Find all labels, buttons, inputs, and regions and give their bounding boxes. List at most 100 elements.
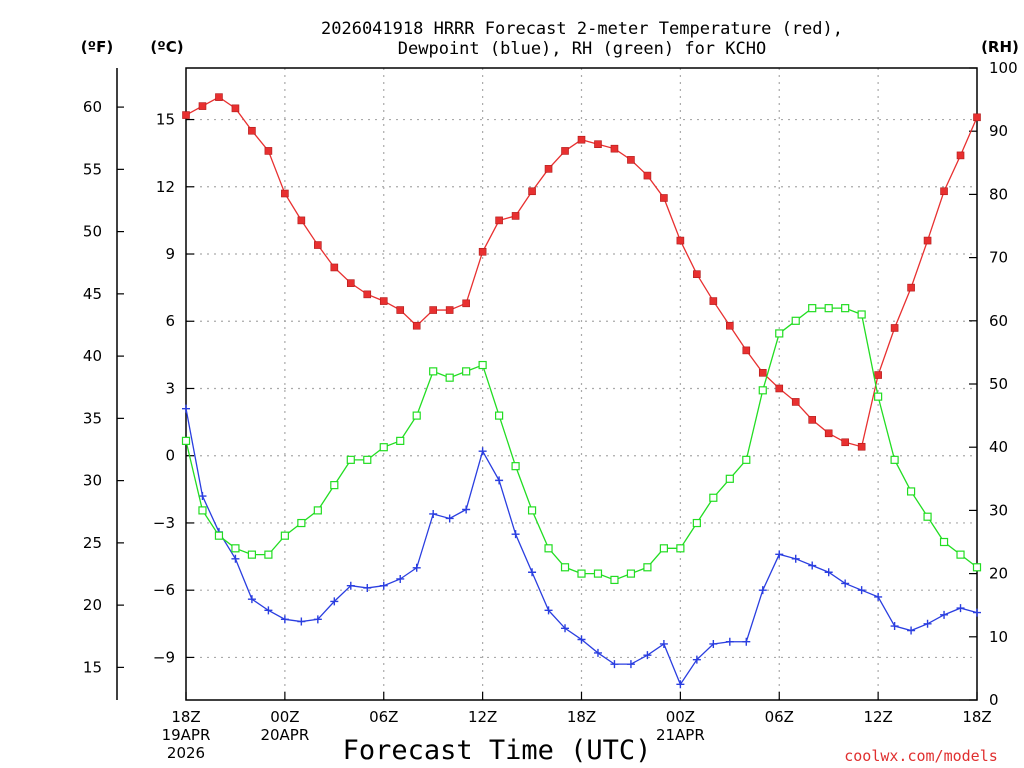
x-tick-label: 18Z — [567, 708, 596, 726]
2-meter-temperature-point — [973, 113, 981, 122]
dewpoint-point — [280, 615, 289, 624]
2-meter-temperature-point — [956, 151, 965, 160]
rh-point — [478, 360, 487, 370]
2-meter-temperature-point — [660, 194, 668, 202]
2-meter-temperature-point — [445, 306, 454, 314]
fahrenheit-tick-label: 25 — [83, 534, 102, 552]
celsius-tick-label: 3 — [165, 379, 175, 397]
rh-point — [692, 518, 701, 528]
2-meter-temperature-point — [890, 324, 899, 332]
2-meter-temperature-point — [841, 438, 849, 447]
rh-point — [495, 411, 504, 420]
dewpoint-point — [692, 655, 701, 664]
rh-point — [906, 487, 916, 496]
dewpoint-point — [577, 635, 586, 644]
fahrenheit-tick-label: 45 — [83, 285, 102, 303]
2-meter-temperature-point — [231, 104, 240, 113]
x-tick-label: 18Z — [171, 708, 200, 726]
rh-point — [363, 455, 372, 464]
2-meter-temperature-point — [577, 135, 586, 144]
2-meter-temperature-point — [594, 140, 602, 148]
2-meter-temperature-point — [429, 306, 437, 314]
dewpoint-point — [890, 622, 899, 631]
dewpoint-point — [659, 639, 668, 648]
rh-point — [643, 563, 652, 572]
rh-unit-label: (RH) — [981, 38, 1019, 56]
x-tick-label: 00Z — [666, 708, 695, 726]
x-tick-label: 12Z — [863, 708, 892, 726]
rh-tick-label: 60 — [989, 312, 1008, 330]
x-tick-label: 18Z — [962, 708, 991, 726]
dewpoint-point — [610, 660, 619, 669]
rh-point — [626, 569, 636, 578]
2-meter-temperature-point — [923, 236, 932, 245]
dewpoint-point — [775, 550, 784, 559]
dewpoint-point — [544, 606, 553, 615]
2-meter-temperature-point — [643, 171, 652, 180]
2-meter-temperature-point — [907, 283, 915, 292]
celsius-tick-label: −9 — [153, 648, 175, 666]
dewpoint-point — [396, 574, 405, 583]
2-meter-temperature-point — [824, 429, 833, 438]
dewpoint-point — [561, 624, 570, 633]
rh-point — [396, 436, 405, 445]
rh-tick-label: 20 — [989, 565, 1008, 583]
dewpoint-point — [593, 648, 602, 657]
2-meter-temperature-point — [297, 216, 306, 225]
rh-point — [824, 304, 833, 313]
rh-point — [742, 455, 751, 464]
rh-point — [511, 462, 520, 471]
2-meter-temperature-point — [561, 147, 569, 155]
rh-point — [462, 367, 471, 376]
rh-point — [676, 544, 685, 553]
dewpoint-point — [363, 583, 372, 592]
2-meter-temperature-point — [182, 111, 190, 119]
x-tick-label: 20APR — [260, 726, 309, 744]
rh-point — [527, 506, 537, 515]
dewpoint-point — [742, 637, 751, 646]
celsius-tick-label: 0 — [165, 447, 175, 465]
2-meter-temperature-point — [709, 297, 718, 305]
celsius-tick-label: −6 — [153, 581, 175, 599]
tick-labels: 15129630−3−6−960555045403530252015100908… — [83, 59, 1018, 762]
rh-point — [231, 544, 240, 553]
dewpoint-point — [198, 492, 207, 501]
credit-text: coolwx.com/models — [844, 747, 998, 765]
fahrenheit-tick-label: 50 — [83, 223, 102, 241]
dewpoint-point — [940, 610, 949, 619]
dewpoint-point — [808, 561, 817, 570]
dewpoint-point — [791, 554, 800, 563]
fahrenheit-tick-label: 15 — [83, 658, 102, 676]
x-tick-label: 19APR — [162, 726, 211, 744]
2-meter-temperature-point — [495, 216, 503, 225]
rh-point — [445, 373, 454, 382]
celsius-tick-label: −3 — [153, 514, 175, 532]
2-meter-temperature-point — [775, 384, 784, 393]
2-meter-temperature-point — [627, 156, 635, 164]
rh-point — [346, 455, 355, 464]
2-meter-temperature-point — [808, 416, 817, 424]
rh-point — [247, 550, 257, 559]
2-meter-temperature-point — [363, 290, 372, 299]
dewpoint-point — [379, 581, 388, 590]
dewpoint-point — [528, 568, 537, 577]
dewpoint-point — [313, 615, 322, 624]
rh-point — [775, 329, 784, 338]
2-meter-temperature-point — [198, 102, 207, 110]
fahrenheit-tick-label: 40 — [83, 347, 102, 365]
x-tick-label: 2026 — [167, 744, 205, 762]
rh-point — [874, 392, 883, 401]
axes — [116, 67, 978, 701]
fahrenheit-tick-label: 20 — [83, 596, 102, 614]
x-tick-label: 06Z — [369, 708, 398, 726]
x-tick-label: 06Z — [765, 708, 794, 726]
dewpoint-point — [495, 476, 504, 485]
dewpoint-point — [709, 639, 718, 648]
celsius-tick-label: 15 — [156, 111, 175, 129]
chart-title-line2: Dewpoint (blue), RH (green) for KCHO — [398, 39, 766, 59]
rh-point — [412, 411, 421, 420]
x-tick-label: 00Z — [270, 708, 299, 726]
celsius-tick-label: 9 — [165, 245, 175, 263]
rh-point — [593, 569, 603, 578]
